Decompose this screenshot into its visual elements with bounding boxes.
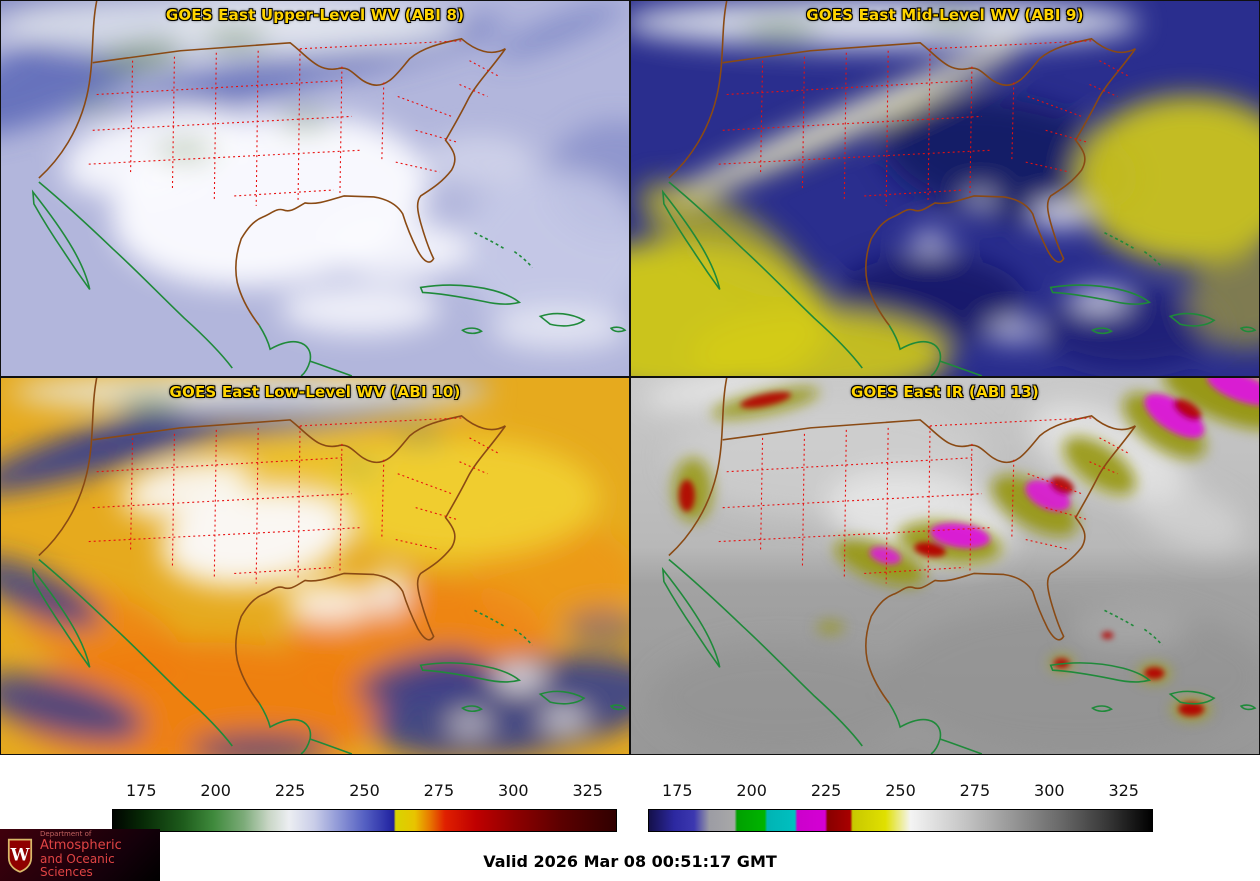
tick-label: 200 [200, 781, 231, 800]
tick-label: 300 [498, 781, 529, 800]
wv-colorbar [112, 809, 617, 832]
tick-label: 325 [1108, 781, 1139, 800]
ir-colorbar [648, 809, 1153, 832]
logo-line-atmospheric: Atmospheric [40, 837, 122, 853]
satellite-image-abi13 [631, 378, 1259, 754]
panel-title-ir: GOES East IR (ABI 13) [850, 383, 1039, 401]
tick-label: 200 [736, 781, 767, 800]
logo-dept-line: Department of [40, 829, 92, 838]
panel-grid: GOES East Upper-Level WV (ABI 8) [0, 0, 1260, 755]
tick-label: 175 [126, 781, 157, 800]
satellite-image-abi10 [1, 378, 629, 754]
satellite-image-abi9 [631, 1, 1259, 376]
tick-label: 275 [423, 781, 455, 800]
tick-label: 250 [349, 781, 380, 800]
tick-label: 225 [810, 781, 842, 800]
tick-label: 325 [572, 781, 603, 800]
valid-time: Valid 2026 Mar 08 00:51:17 GMT [483, 852, 777, 871]
ir-colorbar-ticks: 175 200 225 250 275 300 325 [662, 781, 1139, 800]
uw-crest-icon: W [7, 838, 33, 873]
satellite-image-abi8 [1, 1, 629, 376]
panel-low-level-wv: GOES East Low-Level WV (ABI 10) [0, 377, 630, 755]
logo-text: Department of Atmospheric and Oceanic Sc… [40, 829, 154, 879]
panel-title-low-level-wv: GOES East Low-Level WV (ABI 10) [169, 383, 461, 401]
wv-colorbar-ticks: 175 200 225 250 275 300 325 [126, 781, 603, 800]
tick-label: 275 [959, 781, 991, 800]
panel-mid-level-wv: GOES East Mid-Level WV (ABI 9) [630, 0, 1260, 377]
tick-label: 225 [274, 781, 306, 800]
panel-title-upper-level-wv: GOES East Upper-Level WV (ABI 8) [165, 6, 465, 24]
panel-title-mid-level-wv: GOES East Mid-Level WV (ABI 9) [806, 6, 1084, 24]
tick-label: 300 [1034, 781, 1065, 800]
logo-line-oceanic: and Oceanic Sciences [40, 851, 115, 879]
tick-label: 175 [662, 781, 693, 800]
uw-aos-logo: W Department of Atmospheric and Oceanic … [0, 829, 160, 881]
panel-upper-level-wv: GOES East Upper-Level WV (ABI 8) [0, 0, 630, 377]
crest-letter: W [10, 845, 31, 865]
tick-label: 250 [885, 781, 916, 800]
panel-ir: GOES East IR (ABI 13) [630, 377, 1260, 755]
footer: 175 200 225 250 275 300 325 175 200 225 … [0, 755, 1260, 881]
